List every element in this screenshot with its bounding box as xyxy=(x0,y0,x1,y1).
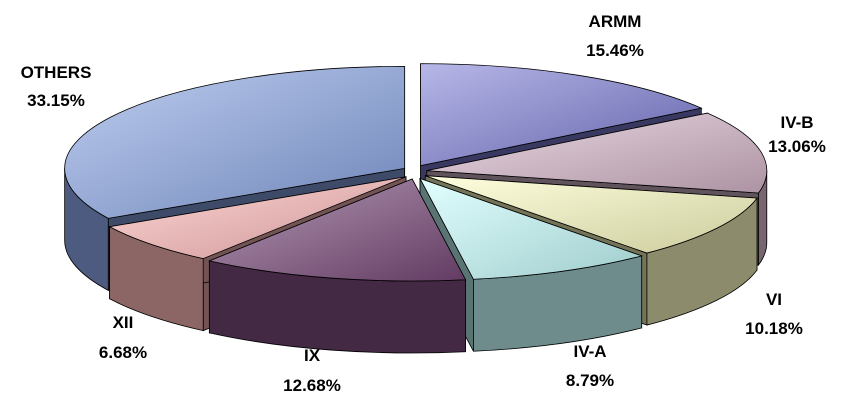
label-ix-name: IX xyxy=(304,346,321,365)
pie-slices xyxy=(64,63,768,354)
label-others-name: OTHERS xyxy=(21,63,92,82)
label-armm-name: ARMM xyxy=(589,12,642,31)
slice-iv-a xyxy=(419,177,644,352)
label-others-value: 33.15% xyxy=(27,91,85,110)
slice-ix xyxy=(208,178,467,354)
label-xii-name: XII xyxy=(113,313,134,332)
label-ix-value: 12.68% xyxy=(283,376,341,395)
label-iva-name: IV-A xyxy=(573,342,606,361)
label-xii-value: 6.68% xyxy=(99,343,147,362)
label-armm-value: 15.46% xyxy=(586,41,644,60)
slice-labels: ARMM 15.46% IV-B 13.06% VI 10.18% IV-A 8… xyxy=(21,12,826,395)
label-ivb-name: IV-B xyxy=(780,113,813,132)
label-ivb-value: 13.06% xyxy=(768,137,826,156)
label-iva-value: 8.79% xyxy=(566,371,614,390)
label-vi-value: 10.18% xyxy=(745,319,803,338)
label-vi-name: VI xyxy=(766,290,782,309)
